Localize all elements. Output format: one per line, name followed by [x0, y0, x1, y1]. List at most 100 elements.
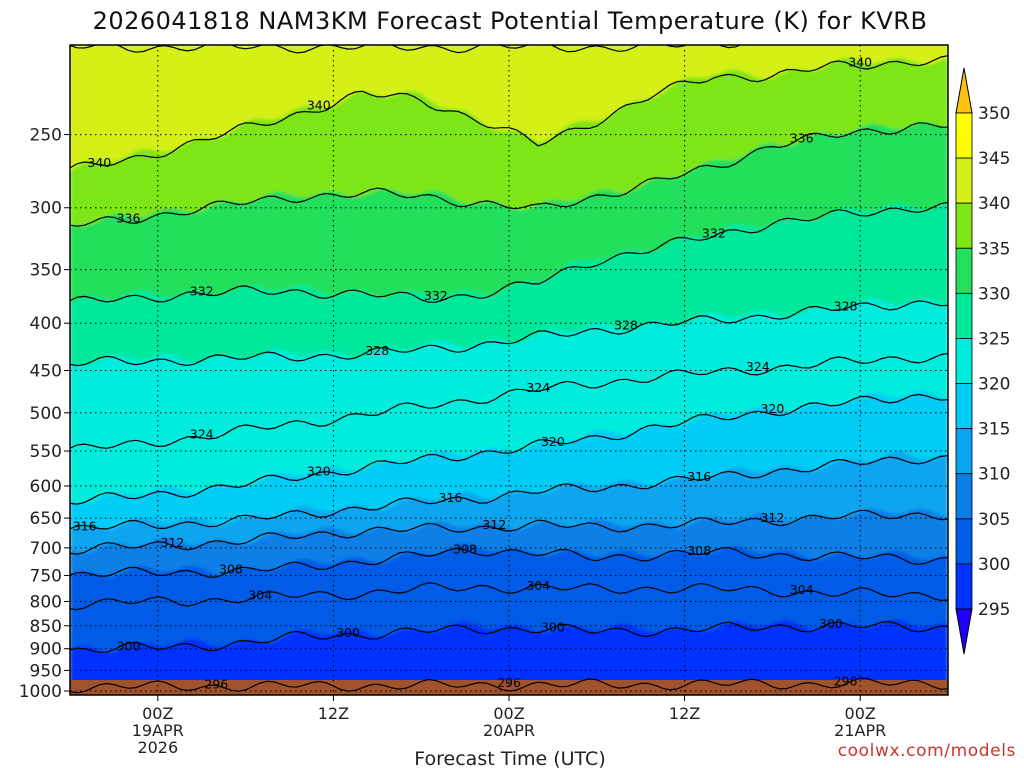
contour-344: [70, 45, 742, 54]
colorbar-swatch: [955, 202, 973, 249]
x-tick-label: 00Z: [493, 704, 524, 723]
contour-label: 328: [365, 343, 389, 358]
contour-label: 332: [424, 288, 448, 303]
x-tick-label: 00Z: [845, 704, 876, 723]
contour-label: 312: [161, 535, 185, 550]
colorbar-swatch: [955, 563, 973, 610]
y-tick-label: 900: [30, 640, 62, 660]
colorbar-label: 350: [978, 104, 1010, 124]
contour-label: 316: [439, 490, 463, 505]
contour-label: 324: [190, 426, 214, 441]
x-tick-label: 00Z: [142, 704, 173, 723]
colorbar-swatch: [955, 112, 973, 159]
contour-label: 336: [117, 210, 141, 225]
y-tick-label: 350: [30, 261, 62, 281]
x-axis-title: Forecast Time (UTC): [414, 748, 605, 768]
contour-label: 296: [204, 676, 228, 691]
colorbar-swatch: [955, 518, 973, 565]
y-tick-label: 650: [30, 509, 62, 529]
y-tick-label: 700: [30, 539, 62, 559]
contour-label: 300: [336, 625, 360, 640]
colorbar: 350 345 340 335 330 325 320 315 310 305 300 295: [955, 67, 1010, 655]
contour-label: 296: [834, 674, 858, 689]
x-tick-label: 2026: [137, 738, 178, 757]
contour-label: 308: [453, 541, 477, 556]
x-tick-label: 12Z: [318, 704, 349, 723]
contour-lines: [70, 45, 948, 694]
contour-label: 328: [614, 318, 638, 333]
contour-label: 340: [848, 55, 872, 70]
x-tick-label: 19APR: [132, 721, 184, 740]
contour-label: 304: [248, 588, 272, 603]
y-tick-label: 1000: [19, 682, 62, 702]
x-tick-label: 21APR: [834, 721, 886, 740]
contour-label: 300: [819, 616, 843, 631]
contour-336: [70, 122, 948, 227]
contour-label: 308: [219, 561, 243, 576]
y-tick-label: 450: [30, 361, 62, 381]
contour-label: 320: [760, 401, 784, 416]
y-tick-label: 400: [30, 314, 62, 334]
contour-label: 300: [541, 619, 565, 634]
contour-labels: 340 340 340 336 336 332 332 332 328 328 328 324 324 3…: [73, 55, 872, 692]
y-tick-label: 250: [30, 126, 62, 146]
contour-label: 324: [526, 380, 550, 395]
contour-label: 300: [117, 638, 141, 653]
colorbar-label: 310: [978, 465, 1010, 485]
contour-316: [70, 455, 948, 530]
credit-text: coolwx.com/models: [838, 741, 1016, 761]
contour-label: 340: [87, 155, 111, 170]
x-tick-label: 12Z: [669, 704, 700, 723]
contour-label: 312: [482, 517, 506, 532]
colorbar-swatch: [955, 292, 973, 339]
y-tick-label: 550: [30, 442, 62, 462]
contour-label: 328: [834, 299, 858, 314]
y-axis: 250 300 350 400 450 500 550 600 650 700 750 800 850 9…: [19, 126, 70, 702]
contour-label: 296: [497, 675, 521, 690]
contour-label: 340: [307, 97, 331, 112]
contour-304: [70, 582, 948, 611]
y-tick-label: 950: [30, 661, 62, 681]
contour-label: 324: [746, 359, 770, 374]
colorbar-swatch: [955, 473, 973, 520]
colorbar-label: 305: [978, 510, 1010, 530]
grid-lines: [70, 45, 948, 695]
colorbar-swatch: [955, 383, 973, 430]
y-tick-label: 800: [30, 592, 62, 612]
y-tick-label: 300: [30, 199, 62, 219]
band-fill-340: [70, 45, 948, 172]
contour-label: 316: [73, 518, 97, 533]
contour-label: 316: [687, 469, 711, 484]
colorbar-label: 340: [978, 194, 1010, 214]
colorbar-swatch: [955, 157, 973, 204]
y-tick-label: 500: [30, 404, 62, 424]
colorbar-top-arrow: [955, 67, 973, 114]
plot-area: 340 340 340 336 336 332 332 332 328 328 328 324 324 3…: [69, 44, 949, 696]
contour-label: 304: [526, 578, 550, 593]
contour-320: [70, 393, 948, 505]
colorbar-swatch: [955, 428, 973, 475]
colorbar-swatch: [955, 338, 973, 384]
temperature-bands: [70, 45, 948, 695]
y-tick-label: 850: [30, 617, 62, 637]
colorbar-label: 300: [978, 555, 1010, 575]
colorbar-label: 335: [978, 239, 1010, 259]
y-tick-label: 600: [30, 477, 62, 497]
contour-308: [70, 546, 948, 578]
contour-label: 320: [307, 464, 331, 479]
contour-340: [70, 55, 948, 169]
contour-328: [70, 300, 948, 367]
y-tick-label: 750: [30, 567, 62, 587]
colorbar-swatch: [955, 247, 973, 294]
colorbar-label: 295: [978, 600, 1010, 620]
contour-label: 304: [790, 582, 814, 597]
chart-title: 2026041818 NAM3KM Forecast Potential Tem…: [93, 7, 928, 35]
colorbar-label: 330: [978, 284, 1010, 304]
colorbar-label: 315: [978, 420, 1010, 440]
contour-label: 308: [687, 543, 711, 558]
colorbar-label: 320: [978, 375, 1010, 395]
colorbar-label: 325: [978, 329, 1010, 349]
ground-strip: [70, 680, 948, 695]
